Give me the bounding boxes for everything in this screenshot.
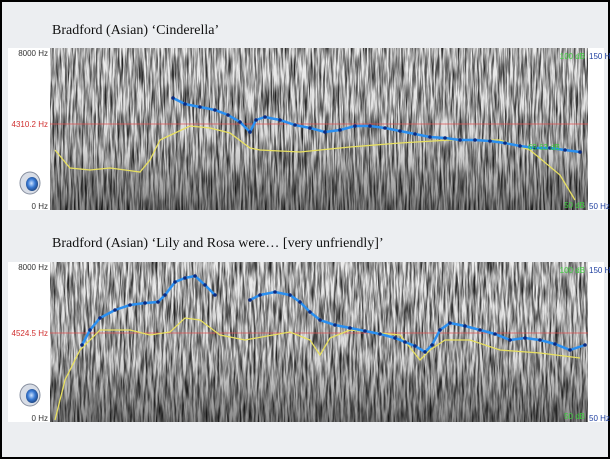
- pitch-point: [423, 350, 427, 354]
- pitch-point: [143, 301, 147, 305]
- pitch-point: [430, 343, 434, 347]
- freq-label: 8000 Hz: [18, 263, 48, 272]
- pitch-axis: [588, 48, 604, 210]
- pitch-label: 150 Hz: [589, 52, 610, 61]
- pitch-point: [398, 129, 402, 133]
- pitch-point: [226, 113, 230, 117]
- pitch-point: [238, 120, 242, 124]
- pitch-point: [378, 332, 382, 336]
- pitch-point: [393, 336, 397, 340]
- speaker-cone: [26, 177, 38, 191]
- pitch-point: [553, 342, 557, 346]
- pitch-point: [413, 344, 417, 348]
- spectrogram-shade: [50, 262, 588, 422]
- spectrogram-panel: Bradford (Asian) ‘Cinderella’ 8000 Hz 4310…: [8, 23, 610, 211]
- panel-title: Bradford (Asian) ‘Cinderella’: [52, 23, 219, 38]
- pitch-point: [318, 318, 322, 322]
- pitch-label: 50 Hz: [589, 202, 610, 211]
- pitch-point: [298, 300, 302, 304]
- pitch-point: [278, 118, 282, 122]
- db-label: 69.63 dB: [528, 143, 560, 152]
- pitch-point: [88, 328, 92, 332]
- pitch-point: [273, 290, 277, 294]
- pitch-point: [113, 308, 117, 312]
- pitch-point: [248, 130, 252, 134]
- pitch-point: [578, 150, 582, 154]
- pitch-point: [458, 138, 462, 142]
- db-label: 50 dB: [564, 412, 585, 421]
- pitch-label: 150 Hz: [589, 266, 610, 275]
- pitch-point: [80, 343, 84, 347]
- pitch-point: [254, 118, 258, 122]
- pitch-point: [503, 141, 507, 145]
- db-label: 50 dB: [564, 201, 585, 210]
- pitch-curve: [172, 96, 581, 154]
- freq-label: 0 Hz: [32, 414, 48, 423]
- pitch-point: [198, 105, 202, 109]
- pitch-point: [248, 298, 252, 302]
- freq-label: 4310.2 Hz: [12, 120, 48, 129]
- pitch-point: [563, 148, 567, 152]
- freq-label: 4524.5 Hz: [12, 329, 48, 338]
- pitch-point: [478, 328, 482, 332]
- pitch-label: 50 Hz: [589, 414, 610, 423]
- freq-label: 0 Hz: [32, 202, 48, 211]
- pitch-point: [548, 146, 552, 150]
- intensity-curve: [54, 317, 581, 421]
- pitch-point: [518, 144, 522, 148]
- pitch-point: [523, 336, 527, 340]
- pitch-point: [183, 276, 187, 280]
- panel-title: Bradford (Asian) ‘Lily and Rosa were… [v…: [52, 236, 384, 251]
- pitch-point: [353, 124, 357, 128]
- pitch-point: [338, 128, 342, 132]
- pitch-point: [203, 283, 207, 287]
- pitch-point: [403, 340, 407, 344]
- pitch-point: [308, 310, 312, 314]
- pitch-point: [348, 326, 352, 330]
- pitch-point: [213, 293, 217, 297]
- pitch-point: [163, 293, 167, 297]
- pitch-point: [428, 135, 432, 139]
- pitch-point: [171, 96, 175, 100]
- pitch-point: [473, 138, 477, 142]
- pitch-point: [308, 126, 312, 130]
- pitch-point: [463, 324, 467, 328]
- pitch-point: [583, 343, 587, 347]
- pitch-point: [383, 126, 387, 130]
- db-label: 100 dB: [560, 52, 585, 61]
- pitch-point: [538, 338, 542, 342]
- speaker-cone: [26, 389, 38, 403]
- freq-label: 8000 Hz: [18, 49, 48, 58]
- pitch-point: [488, 139, 492, 143]
- pitch-point: [213, 108, 217, 112]
- pitch-point: [568, 348, 572, 352]
- pitch-point: [98, 316, 102, 320]
- pitch-point: [193, 274, 197, 278]
- pitch-point: [288, 293, 292, 297]
- pitch-point: [413, 132, 417, 136]
- pitch-point: [323, 130, 327, 134]
- pitch-point: [333, 323, 337, 327]
- pitch-point: [443, 136, 447, 140]
- pitch-point: [508, 338, 512, 342]
- pitch-point: [173, 280, 177, 284]
- pitch-point: [533, 146, 537, 150]
- spectrogram-shade: [50, 48, 588, 210]
- pitch-point: [156, 300, 160, 304]
- pitch-point: [258, 293, 262, 297]
- db-label: 100 dB: [560, 266, 585, 275]
- pitch-axis: [588, 262, 604, 422]
- pitch-point: [183, 102, 187, 106]
- pitch-point: [448, 321, 452, 325]
- spectrogram-panel: Bradford (Asian) ‘Lily and Rosa were… [v…: [8, 236, 610, 423]
- pitch-point: [368, 124, 372, 128]
- pitch-point: [493, 332, 497, 336]
- pitch-point: [293, 123, 297, 127]
- pitch-point: [363, 329, 367, 333]
- pitch-point: [438, 328, 442, 332]
- pitch-point: [263, 115, 267, 119]
- pitch-point: [128, 303, 132, 307]
